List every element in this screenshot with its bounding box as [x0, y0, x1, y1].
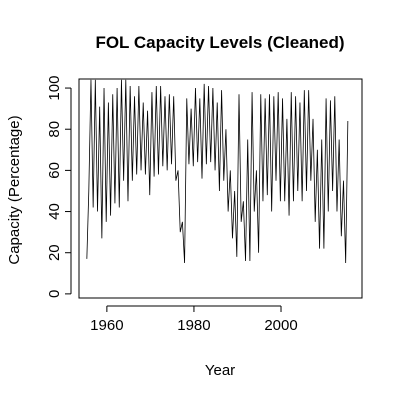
- y-tick-label: 0: [46, 290, 63, 298]
- x-tick-label: 1960: [90, 317, 123, 334]
- chart-title: FOL Capacity Levels (Cleaned): [95, 33, 344, 52]
- y-tick-label: 20: [46, 244, 63, 261]
- y-tick-label: 60: [46, 162, 63, 179]
- y-tick-label: 100: [46, 76, 63, 101]
- y-axis-label: Capacity (Percentage): [6, 115, 23, 264]
- x-axis-label: Year: [205, 362, 235, 379]
- x-tick-label: 2000: [264, 317, 297, 334]
- data-line: [86, 79, 349, 264]
- x-tick-label: 1980: [177, 317, 210, 334]
- y-tick-label: 80: [46, 121, 63, 138]
- y-tick-label: 40: [46, 203, 63, 220]
- plot-box: [78, 78, 363, 299]
